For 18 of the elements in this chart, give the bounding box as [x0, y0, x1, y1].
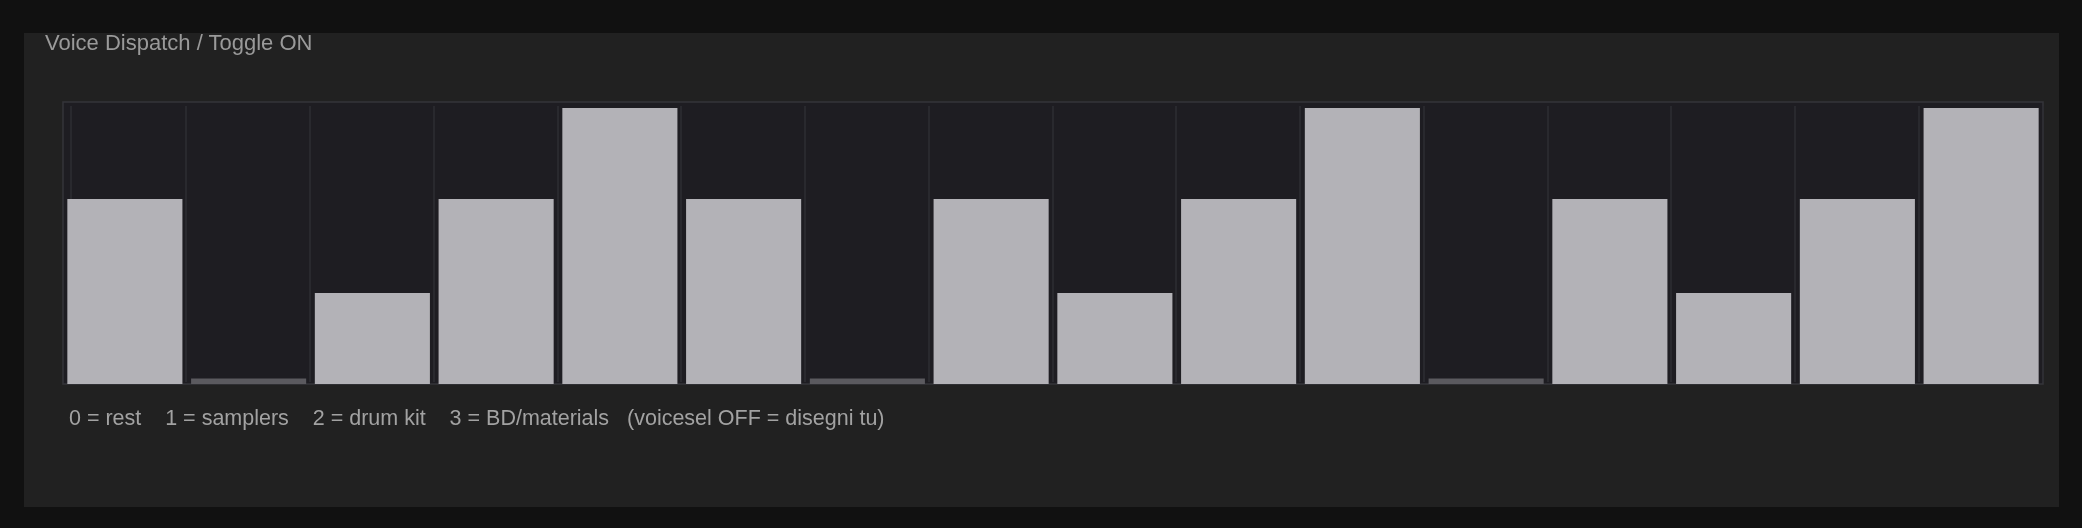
- chart-title: Voice Dispatch / Toggle ON: [45, 30, 313, 55]
- bar: [1676, 292, 1792, 384]
- bar: [1181, 199, 1297, 384]
- bar: [191, 378, 307, 384]
- bar: [686, 199, 802, 384]
- bar: [1923, 108, 2039, 384]
- bar: [67, 199, 183, 384]
- bar: [1428, 378, 1544, 384]
- bar: [1057, 292, 1173, 384]
- bar: [809, 378, 925, 384]
- bar: [1304, 108, 1420, 384]
- bar: [562, 108, 678, 384]
- bar: [438, 199, 554, 384]
- bar: [1552, 199, 1668, 384]
- bar: [1799, 199, 1915, 384]
- bar: [314, 292, 430, 384]
- bar: [933, 199, 1049, 384]
- text: 0 = rest 1 = samplers 2 = drum kit 3 = BD/materials (voicesel OFF = disegni tu): [69, 406, 885, 430]
